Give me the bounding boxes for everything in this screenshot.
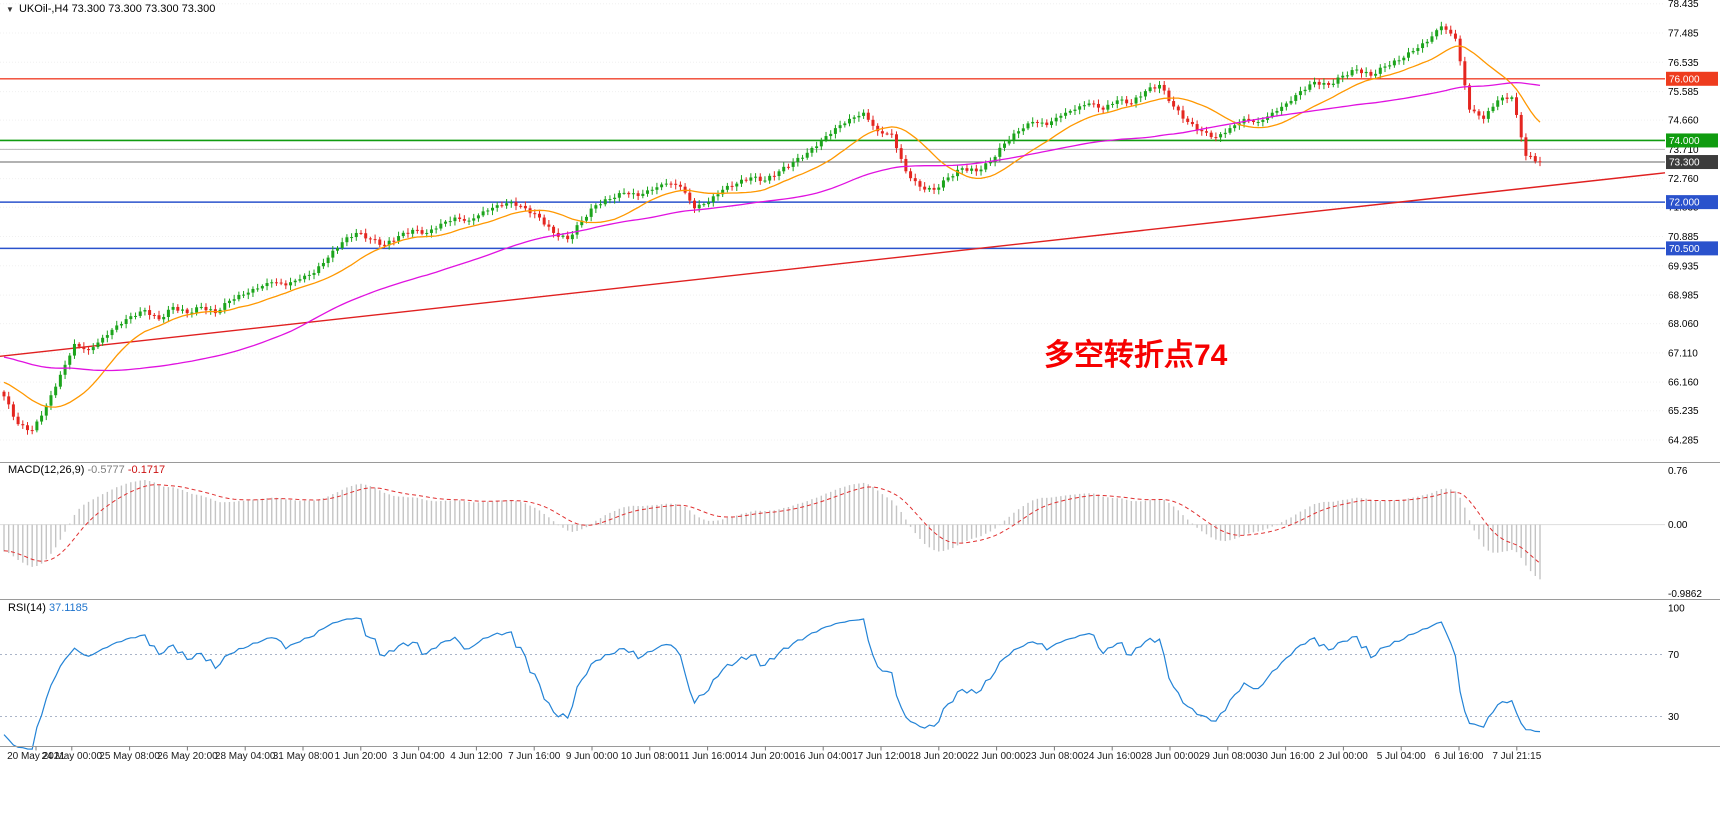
macd-axis-label[interactable]: -0.9862 bbox=[1668, 589, 1702, 600]
time-axis-label[interactable]: 4 Jun 12:00 bbox=[450, 751, 503, 762]
time-axis-label[interactable]: 5 Jul 04:00 bbox=[1377, 751, 1426, 762]
price-badge bbox=[1666, 155, 1718, 170]
time-axis-label[interactable]: 18 Jun 20:00 bbox=[910, 751, 968, 762]
price-axis-label[interactable]: 64.285 bbox=[1668, 435, 1699, 446]
mid-ma-line[interactable] bbox=[3, 81, 1541, 372]
price-axis-label[interactable]: 69.935 bbox=[1668, 261, 1699, 272]
price-axis-label[interactable]: 70.885 bbox=[1668, 232, 1699, 243]
time-axis-label[interactable]: 26 May 20:00 bbox=[157, 751, 218, 762]
time-axis-label[interactable]: 9 Jun 00:00 bbox=[566, 751, 619, 762]
macd-signal-line bbox=[3, 484, 1541, 564]
price-axis-label[interactable]: 65.235 bbox=[1668, 406, 1699, 417]
rsi-axis-label[interactable]: 100 bbox=[1668, 604, 1685, 615]
trendline[interactable] bbox=[0, 172, 1666, 357]
rsi-line bbox=[3, 617, 1541, 750]
time-axis-label[interactable]: 24 May 00:00 bbox=[41, 751, 102, 762]
time-axis-label[interactable]: 3 Jun 04:00 bbox=[392, 751, 445, 762]
rsi-label: RSI(14) 37.1185 bbox=[8, 602, 88, 614]
time-axis-label[interactable]: 30 Jun 16:00 bbox=[1257, 751, 1315, 762]
time-axis-label[interactable]: 28 May 04:00 bbox=[215, 751, 276, 762]
macd-axis-label[interactable]: 0.00 bbox=[1668, 520, 1688, 531]
price-axis-label[interactable]: 74.660 bbox=[1668, 116, 1699, 127]
time-axis-label[interactable]: 7 Jun 16:00 bbox=[508, 751, 561, 762]
time-axis-label[interactable]: 23 Jun 08:00 bbox=[1025, 751, 1083, 762]
symbol-quotes: 73.300 73.300 73.300 73.300 bbox=[71, 3, 216, 15]
time-axis-label[interactable]: 7 Jul 21:15 bbox=[1492, 751, 1541, 762]
macd-label: MACD(12,26,9) -0.5777 -0.1717 bbox=[8, 464, 165, 476]
price-axis-label[interactable]: 75.585 bbox=[1668, 87, 1699, 98]
price-badge-value: 76.000 bbox=[1669, 74, 1700, 85]
price-axis-label[interactable]: 68.060 bbox=[1668, 319, 1699, 330]
macd-axis-label[interactable]: 0.76 bbox=[1668, 466, 1688, 477]
price-badge-value: 74.000 bbox=[1669, 136, 1700, 147]
macd-params-label: MACD(12,26,9) bbox=[8, 464, 85, 476]
macd-value-main: -0.5777 bbox=[87, 464, 125, 476]
fast-ma-line[interactable] bbox=[3, 45, 1541, 408]
time-axis-label[interactable]: 11 Jun 16:00 bbox=[679, 751, 737, 762]
time-axis-label[interactable]: 17 Jun 12:00 bbox=[852, 751, 910, 762]
macd-panel-area[interactable] bbox=[0, 463, 1665, 599]
price-axis-label[interactable]: 68.985 bbox=[1668, 291, 1699, 302]
symbol-marker-icon: ▼ bbox=[6, 5, 14, 14]
rsi-params-label: RSI(14) bbox=[8, 602, 46, 614]
candles-layer bbox=[2, 21, 1542, 435]
price-chart-area[interactable] bbox=[0, 0, 1665, 462]
price-badge-value: 72.000 bbox=[1669, 198, 1700, 209]
chart-annotation: 多空转折点74 bbox=[1044, 339, 1228, 372]
price-axis-label[interactable]: 73.710 bbox=[1668, 145, 1699, 156]
time-axis-label[interactable]: 16 Jun 04:00 bbox=[794, 751, 852, 762]
price-axis-label[interactable]: 67.110 bbox=[1668, 348, 1698, 359]
price-badge bbox=[1666, 241, 1718, 256]
rsi-value: 37.1185 bbox=[48, 602, 88, 614]
macd-histogram bbox=[3, 480, 1541, 580]
price-axis-label[interactable]: 78.435 bbox=[1668, 0, 1699, 10]
price-axis-label[interactable]: 66.160 bbox=[1668, 378, 1699, 389]
price-badge bbox=[1666, 71, 1718, 86]
symbol-name: UKOil-,H4 bbox=[18, 3, 69, 15]
rsi-axis-label[interactable]: 70 bbox=[1668, 650, 1680, 661]
time-axis-label[interactable]: 28 Jun 00:00 bbox=[1141, 751, 1199, 762]
time-axis-label[interactable]: 24 Jun 16:00 bbox=[1083, 751, 1141, 762]
price-axis-label[interactable]: 76.535 bbox=[1668, 58, 1699, 69]
price-axis-label[interactable]: 72.760 bbox=[1668, 174, 1699, 185]
time-axis-label[interactable]: 31 May 08:00 bbox=[273, 751, 334, 762]
price-axis-label[interactable]: 77.485 bbox=[1668, 29, 1699, 40]
price-badge bbox=[1666, 195, 1718, 210]
time-axis-label[interactable]: 20 May 2021 bbox=[7, 751, 65, 762]
time-axis-label[interactable]: 1 Jun 20:00 bbox=[335, 751, 388, 762]
symbol-title: ▼ UKOil-,H4 73.300 73.300 73.300 73.300 bbox=[6, 3, 215, 15]
price-badge bbox=[1666, 133, 1718, 148]
price-badge-value: 70.500 bbox=[1669, 244, 1700, 255]
rsi-axis-label[interactable]: 30 bbox=[1668, 712, 1680, 723]
time-axis-label[interactable]: 14 Jun 20:00 bbox=[736, 751, 794, 762]
time-axis-label[interactable]: 25 May 08:00 bbox=[99, 751, 160, 762]
time-axis-label[interactable]: 2 Jul 00:00 bbox=[1319, 751, 1368, 762]
rsi-panel-area[interactable] bbox=[0, 600, 1665, 746]
price-badge-value: 73.300 bbox=[1669, 158, 1700, 169]
macd-value-signal: -0.1717 bbox=[127, 464, 166, 476]
time-axis-label[interactable]: 29 Jun 08:00 bbox=[1199, 751, 1257, 762]
time-axis-label[interactable]: 10 Jun 08:00 bbox=[621, 751, 679, 762]
time-axis-label[interactable]: 6 Jul 16:00 bbox=[1435, 751, 1484, 762]
time-axis-label[interactable]: 22 Jun 00:00 bbox=[968, 751, 1026, 762]
